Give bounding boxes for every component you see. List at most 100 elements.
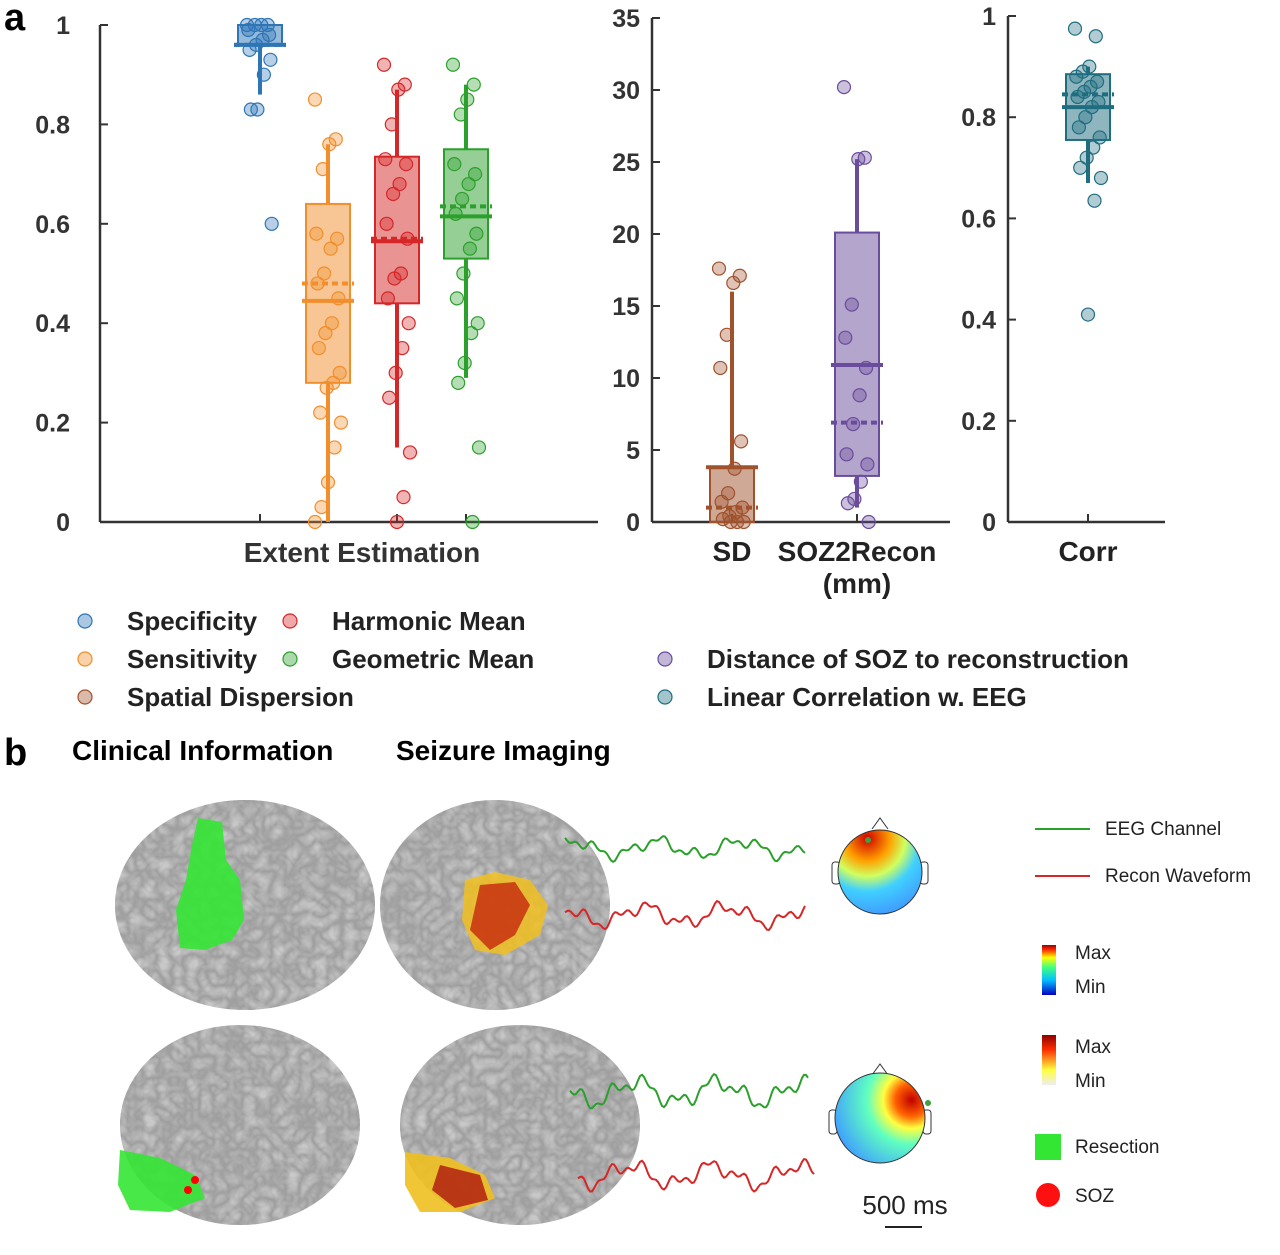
data-point xyxy=(713,360,728,376)
legend-label: Spatial Dispersion xyxy=(127,682,354,712)
waveform xyxy=(564,835,806,863)
x-tick-label: Corr xyxy=(1058,536,1118,567)
data-point xyxy=(719,327,734,342)
data-point xyxy=(448,206,463,221)
data-point xyxy=(314,499,329,515)
data-point xyxy=(726,275,741,291)
data-point xyxy=(469,226,484,241)
data-point xyxy=(333,415,349,430)
legend-label: Sensitivity xyxy=(127,644,258,674)
data-point xyxy=(263,52,278,67)
data-point xyxy=(322,137,337,152)
legend-marker xyxy=(657,651,673,667)
data-point xyxy=(1086,140,1101,155)
data-point xyxy=(836,80,852,95)
y-tick-label: 5 xyxy=(626,437,640,465)
data-point xyxy=(256,67,271,82)
imaging-region xyxy=(432,1165,488,1208)
data-point xyxy=(456,266,471,281)
data-point xyxy=(401,316,416,331)
data-point xyxy=(852,388,867,403)
data-point xyxy=(460,92,475,107)
data-point xyxy=(723,514,738,530)
legend-label: EEG Channel xyxy=(1105,819,1221,840)
waveform xyxy=(564,899,806,931)
colorbar xyxy=(1042,945,1056,995)
data-point xyxy=(860,457,875,472)
panel-label: b xyxy=(4,732,27,774)
y-tick-label: 0.6 xyxy=(961,205,996,233)
colorbar-label: Min xyxy=(1075,1071,1106,1092)
data-point xyxy=(711,261,727,276)
legend-marker xyxy=(282,613,298,629)
imaging-region xyxy=(470,882,530,950)
data-point xyxy=(320,475,336,490)
data-point xyxy=(853,474,869,489)
data-point xyxy=(462,241,477,256)
y-tick-label: 0.2 xyxy=(961,408,996,436)
data-point xyxy=(840,496,856,511)
y-tick-label: 0 xyxy=(982,509,996,537)
legend-swatch xyxy=(1036,1183,1060,1207)
data-point xyxy=(323,241,338,256)
y-tick-label: 15 xyxy=(612,293,640,321)
data-point xyxy=(388,365,403,380)
legend-label: Linear Correlation w. EEG xyxy=(707,682,1027,712)
data-point xyxy=(733,434,749,449)
y-tick-label: 1 xyxy=(56,12,70,40)
colorbar-label: Max xyxy=(1075,943,1111,964)
data-point xyxy=(1087,193,1102,208)
legend-label: Geometric Mean xyxy=(332,644,534,674)
data-point xyxy=(1073,160,1088,175)
legend-label: SOZ xyxy=(1075,1186,1114,1207)
colorbar-label: Max xyxy=(1075,1037,1111,1058)
y-tick-label: 0 xyxy=(56,509,70,537)
data-point xyxy=(331,291,346,306)
scale-bar-label: 500 ms xyxy=(862,1190,947,1220)
data-point xyxy=(392,176,407,192)
data-point xyxy=(466,77,481,92)
data-point xyxy=(327,440,342,455)
data-point xyxy=(384,117,399,132)
data-point xyxy=(379,216,394,231)
colorbar-label: Min xyxy=(1075,977,1106,998)
y-tick-label: 35 xyxy=(612,5,640,33)
data-point xyxy=(389,514,405,530)
legend-marker xyxy=(77,689,93,705)
data-point xyxy=(839,447,854,462)
data-point xyxy=(461,176,476,192)
soz-marker xyxy=(191,1176,199,1184)
data-point xyxy=(395,340,410,356)
y-tick-label: 0.4 xyxy=(961,307,996,335)
legend-marker xyxy=(282,651,298,667)
data-point xyxy=(861,514,876,530)
data-point xyxy=(332,365,347,380)
waveform xyxy=(577,1157,815,1193)
data-point xyxy=(1067,21,1083,36)
data-point xyxy=(376,57,392,72)
data-point xyxy=(324,316,339,331)
data-point xyxy=(1093,170,1109,186)
legend-marker xyxy=(77,651,93,667)
data-point xyxy=(391,82,406,97)
data-point xyxy=(1071,120,1087,135)
data-point xyxy=(315,162,330,177)
panel-title: Clinical Information xyxy=(72,735,333,766)
data-point xyxy=(457,355,472,371)
y-tick-label: 0.2 xyxy=(35,410,70,438)
data-point xyxy=(449,291,464,306)
y-tick-label: 10 xyxy=(612,365,640,393)
y-tick-label: 0.6 xyxy=(35,211,70,239)
legend-swatch xyxy=(1035,1134,1061,1160)
data-point xyxy=(313,405,328,420)
data-point xyxy=(239,17,255,33)
legend-label: Recon Waveform xyxy=(1105,866,1251,887)
data-point xyxy=(243,102,258,117)
legend-label: Resection xyxy=(1075,1137,1160,1158)
data-point xyxy=(307,92,323,107)
waveforms xyxy=(564,835,815,1193)
data-point xyxy=(307,514,323,530)
data-point xyxy=(1079,150,1094,165)
